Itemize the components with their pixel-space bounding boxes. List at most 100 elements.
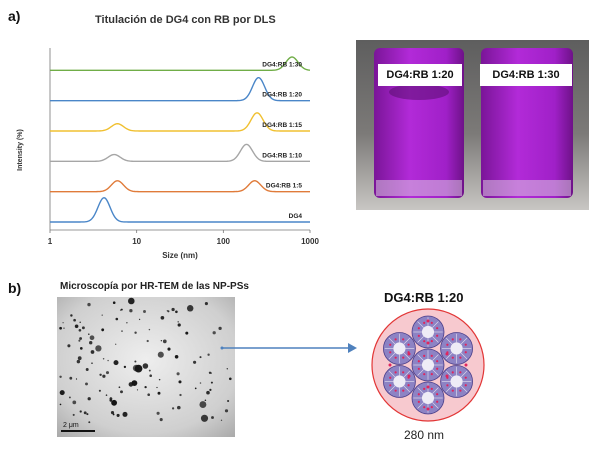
tem-particle [90, 350, 95, 354]
model-size: 280 nm [404, 428, 445, 442]
tem-particle [110, 411, 115, 415]
dye-dot [417, 360, 420, 363]
tem-particle [79, 410, 82, 413]
tem-particle [105, 371, 110, 375]
micelle-arm [432, 336, 439, 343]
micelle-arm [432, 369, 439, 376]
tem-particle [177, 405, 181, 410]
dye-dot [430, 321, 433, 324]
tem-particle [72, 400, 77, 405]
tem-particle [95, 345, 102, 352]
tem-particle [67, 344, 71, 348]
dye-dot [464, 343, 467, 346]
tem-particle [75, 378, 78, 380]
micelle-arm [417, 321, 424, 328]
tem-particle [156, 411, 160, 415]
tem-particle [212, 331, 216, 335]
micelle-arm [417, 354, 424, 361]
tem-particle [78, 328, 82, 332]
micelle-arm [417, 369, 424, 376]
plot-area: 1 10 100 1000 DG4 DG4:RB 1:5 DG4:RB 1:10 DG4:RB… [48, 48, 319, 246]
series-line-3 [50, 112, 310, 132]
tem-particle [112, 301, 116, 304]
micelle-arm [460, 370, 468, 378]
dye-dot-free [464, 363, 468, 367]
tem-particle [59, 403, 62, 406]
tem-particle [70, 314, 73, 317]
tem-particle [89, 335, 95, 341]
micelle-arm [388, 337, 396, 345]
dye-dot [389, 376, 392, 379]
tem-particle [126, 322, 128, 324]
tem-particle [128, 297, 135, 305]
tem-particle [59, 326, 62, 330]
tem-particle [157, 391, 161, 395]
tem-particle [83, 411, 87, 415]
dye-dot [436, 360, 439, 363]
tem-particle [101, 314, 103, 316]
tem-particle [113, 360, 119, 366]
tem-particle [88, 421, 91, 424]
tem-particle [120, 390, 123, 394]
tem-image: 2 μm [57, 297, 235, 437]
micelle-arm [388, 352, 396, 360]
tem-particle [102, 374, 106, 378]
tem-particle [102, 358, 105, 360]
tem-particle [129, 309, 133, 313]
tem-particle [136, 389, 139, 391]
tem-particle [167, 347, 171, 351]
dye-dot [402, 356, 405, 359]
dye-dot [430, 387, 433, 390]
dye-dot [402, 371, 405, 374]
tem-particle [88, 333, 90, 335]
series-line-5 [50, 56, 311, 72]
tem-particle [134, 331, 137, 334]
micelle-core [393, 342, 406, 355]
tem-particle [79, 347, 83, 350]
x-tick-label: 1000 [301, 237, 319, 246]
micelle-arm [403, 337, 411, 345]
tem-particle [179, 393, 182, 397]
tem-particle [87, 397, 91, 401]
dye-dot [451, 389, 454, 392]
micelle-arm [403, 352, 411, 360]
dye-dot [464, 351, 467, 354]
tem-particle [121, 330, 123, 332]
tem-particle [159, 418, 163, 422]
tem-particle [85, 368, 89, 371]
tem-particle [101, 328, 105, 332]
dye-dot [402, 389, 405, 392]
series-line-0 [50, 196, 310, 223]
tem-particle [118, 386, 121, 389]
dye-dot [402, 338, 405, 341]
dye-dot-free [426, 407, 430, 411]
dye-dot [430, 354, 433, 357]
tem-particle [78, 339, 81, 342]
tem-particles [59, 297, 232, 424]
tem-particle [142, 363, 149, 369]
dye-dot-free [407, 374, 411, 378]
tem-particle [208, 371, 212, 374]
dye-dot [436, 327, 439, 330]
tem-particle [98, 389, 101, 392]
tem-particle [178, 380, 182, 384]
tem-particle [77, 356, 82, 361]
tem-particle [63, 327, 65, 329]
dye-dot [446, 384, 449, 387]
tem-particle [199, 356, 202, 359]
dye-dot [464, 384, 467, 387]
dye-dot [423, 387, 426, 390]
dye-dot [394, 371, 397, 374]
tem-particle [143, 310, 146, 313]
micelle-arm [388, 385, 396, 393]
tem-particle [112, 413, 115, 416]
micelle-arm [403, 370, 411, 378]
series-line-4 [50, 76, 310, 102]
tem-particle [107, 359, 109, 362]
dye-dot [389, 384, 392, 387]
micelle-arm [403, 385, 411, 393]
tem-particle [73, 318, 76, 322]
micelle-core [421, 358, 435, 372]
tem-particle [138, 318, 141, 321]
tem-particle [157, 351, 164, 358]
